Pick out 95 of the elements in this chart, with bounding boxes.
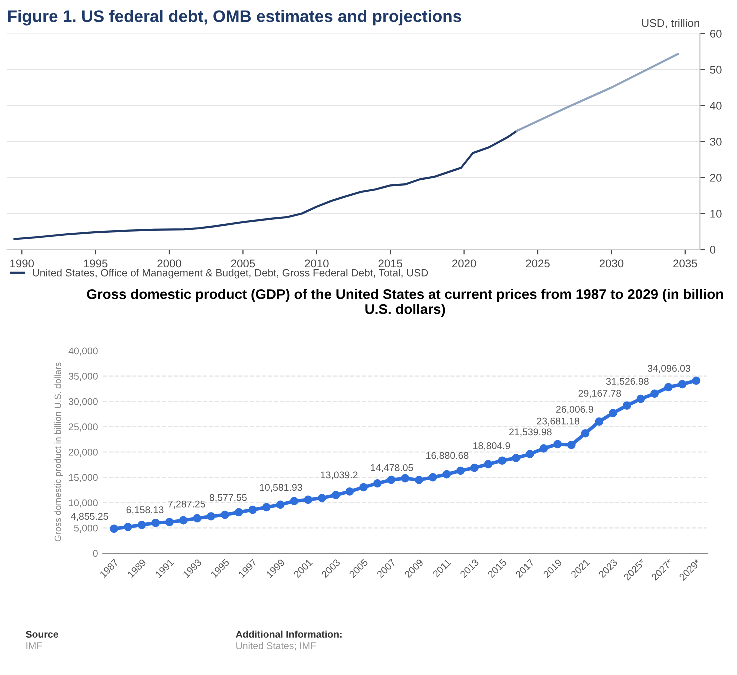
point bbox=[220, 510, 230, 520]
data-label: 4,855.25 bbox=[71, 513, 108, 522]
y-tick-label: 35,000 bbox=[68, 373, 98, 382]
point bbox=[373, 479, 382, 488]
data-label: 18,804.9 bbox=[474, 442, 510, 451]
y-tick-label: 25,000 bbox=[69, 424, 98, 432]
text: IMF bbox=[26, 642, 42, 650]
point bbox=[636, 394, 646, 404]
point bbox=[581, 429, 590, 438]
point bbox=[609, 409, 618, 418]
x-tick-label: 2025 bbox=[526, 260, 550, 268]
y-axis-title: Gross domestic product in billion U.S. dollars bbox=[54, 362, 64, 542]
y-tick-label: 30 bbox=[710, 138, 722, 146]
point bbox=[248, 506, 258, 514]
line-series bbox=[516, 53, 680, 132]
point bbox=[470, 464, 479, 472]
x-tick-label: 2010 bbox=[305, 260, 329, 268]
y-tick-label: 5,000 bbox=[74, 524, 98, 533]
y-tick-label: 0 bbox=[710, 246, 716, 254]
point bbox=[622, 402, 632, 410]
point bbox=[678, 380, 687, 389]
x-tick-label: 2005 bbox=[231, 260, 256, 268]
point bbox=[138, 520, 146, 530]
point bbox=[193, 514, 202, 523]
point bbox=[152, 518, 160, 528]
y-tick-label: 40,000 bbox=[68, 348, 98, 356]
y-tick-label: 40 bbox=[710, 102, 722, 110]
point bbox=[346, 488, 354, 496]
point bbox=[262, 503, 271, 512]
point bbox=[595, 418, 604, 426]
point bbox=[428, 473, 438, 482]
y-tick-label: 15,000 bbox=[69, 474, 98, 482]
point bbox=[234, 508, 244, 517]
point bbox=[554, 440, 562, 449]
point bbox=[692, 376, 701, 386]
data-label: 23,681.18 bbox=[537, 418, 580, 426]
text: Additional Information: bbox=[236, 630, 342, 638]
data-label: 13,039.2 bbox=[321, 472, 358, 480]
point bbox=[540, 444, 548, 453]
point bbox=[650, 390, 660, 398]
text: Source bbox=[26, 631, 58, 638]
x-tick-label: 2000 bbox=[158, 260, 182, 268]
point bbox=[179, 516, 188, 525]
point bbox=[526, 450, 534, 458]
point bbox=[484, 460, 493, 469]
point bbox=[110, 524, 118, 534]
data-label: 6,158.13 bbox=[126, 506, 164, 515]
point bbox=[207, 512, 216, 521]
data-label: 8,577.55 bbox=[210, 494, 247, 502]
data-label: 29,167.78 bbox=[578, 390, 622, 398]
point bbox=[664, 383, 673, 392]
x-tick-label: 2015 bbox=[378, 260, 403, 268]
point bbox=[442, 470, 452, 479]
point bbox=[124, 523, 132, 532]
data-label: 34,096.03 bbox=[648, 365, 690, 374]
y-axis-title: USD, trillion bbox=[642, 19, 700, 29]
point bbox=[360, 483, 368, 492]
legend-label: United States, Office of Management & Budget, Debt, Gross Federal Debt, Total, USD bbox=[33, 269, 428, 279]
y-tick-label: 10,000 bbox=[69, 500, 98, 508]
point bbox=[290, 497, 299, 506]
point bbox=[456, 466, 465, 476]
y-tick-label: 30,000 bbox=[68, 398, 98, 406]
point bbox=[276, 500, 285, 510]
x-tick-label: 2030 bbox=[600, 260, 624, 268]
data-label: 26,006.9 bbox=[556, 406, 594, 414]
point bbox=[512, 454, 520, 462]
chart-title: Figure 1. US federal debt, OMB estimates and projections bbox=[8, 10, 462, 26]
data-label: 14,478.05 bbox=[371, 464, 414, 472]
data-label: 21,539.98 bbox=[510, 428, 552, 437]
point bbox=[568, 440, 576, 450]
y-tick-label: 20,000 bbox=[69, 448, 98, 458]
y-tick-label: 60 bbox=[710, 30, 722, 38]
point bbox=[415, 476, 424, 484]
point bbox=[304, 496, 312, 504]
x-tick-label: 1990 bbox=[10, 260, 34, 268]
point bbox=[387, 476, 396, 484]
point bbox=[332, 491, 340, 500]
data-label: 31,526.98 bbox=[606, 378, 649, 386]
text: United States; IMF bbox=[236, 642, 316, 651]
point bbox=[401, 474, 410, 483]
point bbox=[166, 518, 174, 526]
x-tick-label: 2035 bbox=[674, 260, 698, 268]
y-tick-label: 20 bbox=[710, 174, 722, 182]
y-tick-label: 0 bbox=[93, 550, 98, 558]
point bbox=[498, 456, 507, 466]
line-series bbox=[14, 130, 518, 240]
data-label: 7,287.25 bbox=[168, 500, 206, 509]
y-tick-label: 50 bbox=[710, 66, 722, 74]
data-label: 16,880.68 bbox=[426, 452, 469, 460]
x-tick-label: 2020 bbox=[452, 260, 476, 268]
y-tick-label: 10 bbox=[710, 210, 722, 218]
point bbox=[318, 494, 326, 502]
data-label: 10,581.93 bbox=[260, 484, 302, 492]
x-tick-label: 1995 bbox=[84, 260, 108, 268]
chart-title: Gross domestic product (GDP) of the United States at current prices from 1987 to 2029 (in billion U.S. dollars) bbox=[87, 289, 724, 318]
